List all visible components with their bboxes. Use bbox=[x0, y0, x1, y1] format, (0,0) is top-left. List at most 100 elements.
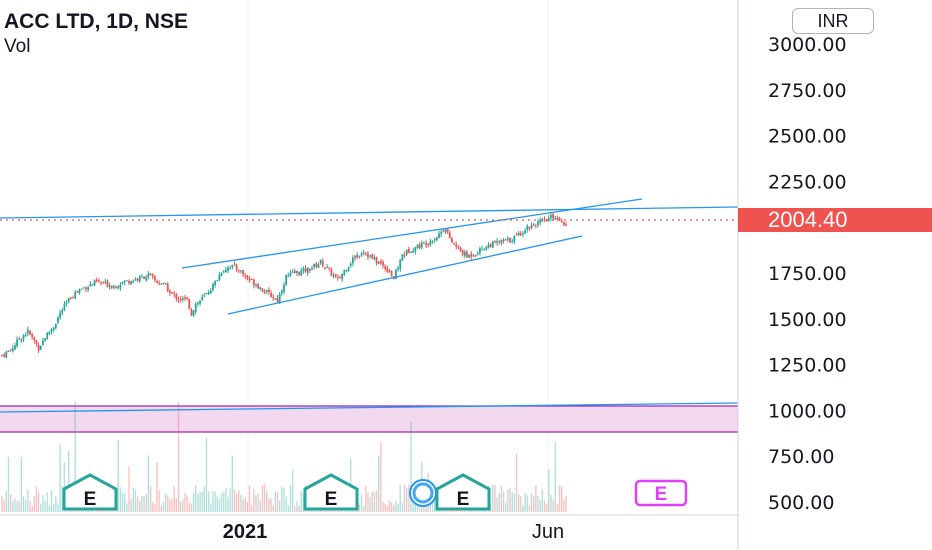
volume-bar bbox=[223, 491, 225, 512]
candle-body bbox=[186, 297, 189, 299]
candle-body bbox=[410, 251, 412, 253]
volume-bar bbox=[291, 469, 294, 512]
candle-body bbox=[360, 254, 363, 256]
candle-body bbox=[287, 275, 290, 277]
volume-bar bbox=[3, 499, 5, 512]
volume-bar bbox=[171, 498, 173, 512]
candle-body bbox=[1, 355, 3, 357]
candle-body bbox=[438, 233, 440, 238]
candle-body bbox=[143, 276, 145, 280]
volume-bar bbox=[492, 484, 494, 512]
candle-body bbox=[20, 339, 23, 341]
volume-bar bbox=[238, 490, 240, 512]
dividend-marker-inner bbox=[412, 482, 434, 504]
volume-bar bbox=[242, 499, 244, 512]
volume-bar bbox=[517, 494, 520, 512]
candle-body bbox=[52, 327, 55, 330]
candle-body bbox=[280, 290, 283, 294]
candle-body bbox=[423, 242, 425, 244]
candle-body bbox=[369, 255, 372, 257]
candle-body bbox=[265, 290, 268, 292]
price-axis: 3000.00 2750.00 2500.00 2250.00 1750.00 1500.… bbox=[768, 34, 847, 514]
candle-body bbox=[395, 269, 397, 279]
candle-body bbox=[304, 268, 307, 272]
volume-bar bbox=[378, 455, 380, 512]
candle-body bbox=[539, 220, 542, 223]
candle-body bbox=[515, 234, 518, 236]
earnings-box bbox=[634, 479, 688, 507]
volume-bar bbox=[117, 440, 119, 512]
volume-bar bbox=[431, 500, 434, 512]
volume-bar bbox=[124, 492, 126, 512]
candle-body bbox=[82, 287, 85, 289]
candle-body bbox=[121, 281, 124, 284]
candle-body bbox=[354, 256, 356, 259]
volume-bar bbox=[533, 496, 535, 512]
price-tick-label: 2500.00 bbox=[768, 126, 847, 148]
candle-body bbox=[433, 239, 436, 241]
volume-bar bbox=[151, 502, 154, 512]
candle-body bbox=[37, 344, 40, 351]
volume-bar bbox=[530, 493, 533, 512]
currency-badge[interactable]: INR bbox=[792, 8, 874, 34]
candle-body bbox=[233, 264, 236, 266]
volume-bar bbox=[175, 498, 178, 512]
volume-bar bbox=[380, 442, 382, 512]
volume-bar bbox=[266, 491, 268, 512]
candle-body bbox=[69, 297, 72, 299]
candle-body bbox=[93, 280, 96, 286]
candle-body bbox=[319, 259, 322, 264]
volume-bar bbox=[550, 494, 552, 512]
candle-body bbox=[524, 230, 526, 234]
volume-bar bbox=[158, 490, 160, 512]
volume-bar bbox=[16, 500, 18, 512]
volume-bar bbox=[300, 491, 302, 512]
candle-body bbox=[545, 220, 548, 222]
earnings-marker[interactable]: E bbox=[303, 473, 359, 511]
volume-bar bbox=[182, 499, 184, 512]
volume-bar bbox=[225, 487, 227, 512]
volume-bar bbox=[358, 503, 361, 512]
candle-body bbox=[272, 296, 275, 298]
volume-bar bbox=[231, 455, 234, 512]
candle-body bbox=[123, 280, 126, 283]
candle-body bbox=[224, 269, 227, 273]
candle-body bbox=[457, 247, 460, 249]
candle-body bbox=[485, 246, 488, 250]
candle-body bbox=[302, 268, 305, 271]
candle-body bbox=[470, 253, 473, 257]
earnings-marker[interactable]: E bbox=[62, 473, 118, 511]
volume-bar bbox=[136, 496, 139, 512]
volume-bar bbox=[255, 495, 257, 512]
price-tick-label: 1500.00 bbox=[768, 309, 847, 331]
candle-body bbox=[268, 289, 270, 292]
volume-bar bbox=[541, 488, 544, 512]
volume-bar bbox=[498, 492, 500, 512]
candle-body bbox=[270, 293, 272, 297]
candle-body bbox=[263, 291, 266, 294]
earnings-marker[interactable] bbox=[409, 479, 437, 507]
candle-body bbox=[54, 323, 57, 328]
candle-body bbox=[321, 260, 324, 267]
candle-body bbox=[209, 290, 212, 294]
candle-body bbox=[481, 249, 483, 251]
candle-body bbox=[285, 275, 288, 286]
volume-bar bbox=[251, 505, 253, 512]
volume-bar bbox=[548, 469, 550, 512]
candle-body bbox=[448, 232, 451, 238]
volume-bar bbox=[33, 495, 35, 512]
volume-bar bbox=[408, 484, 410, 512]
candle-body bbox=[171, 292, 173, 294]
candle-body bbox=[212, 284, 214, 290]
volume-bar bbox=[410, 422, 412, 512]
candle-body bbox=[16, 339, 18, 347]
candle-body bbox=[201, 297, 204, 300]
candle-body bbox=[483, 249, 486, 251]
candle-body bbox=[113, 285, 115, 288]
earnings-marker[interactable]: E bbox=[435, 473, 491, 511]
volume-bar bbox=[195, 485, 197, 512]
volume-bar bbox=[289, 485, 292, 512]
candle-body bbox=[336, 277, 339, 279]
earnings-marker[interactable]: E bbox=[634, 479, 688, 507]
